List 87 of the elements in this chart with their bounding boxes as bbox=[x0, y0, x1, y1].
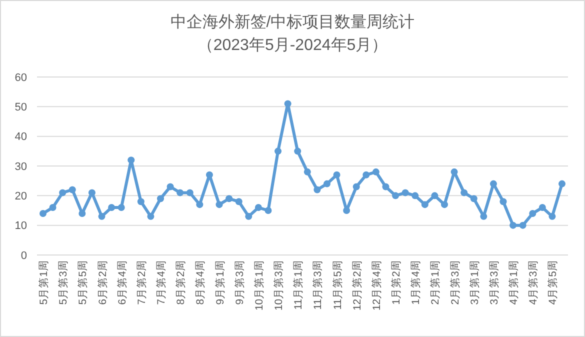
point bbox=[137, 198, 144, 206]
point bbox=[284, 100, 292, 108]
point bbox=[166, 183, 174, 190]
x-tick-label: 6月第4周 bbox=[116, 260, 128, 305]
point bbox=[206, 171, 213, 178]
x-tick-label: 2月第1周 bbox=[430, 260, 442, 305]
point bbox=[235, 198, 242, 206]
point bbox=[254, 204, 262, 212]
x-tick-label: 9月第3周 bbox=[234, 260, 246, 305]
point bbox=[226, 195, 233, 202]
point bbox=[186, 189, 194, 196]
x-tick-label: 12月第4周 bbox=[370, 260, 383, 311]
x-tick-label: 11月第1周 bbox=[292, 260, 305, 310]
point bbox=[412, 192, 419, 200]
y-tick-label: 60 bbox=[14, 72, 27, 84]
x-tick-label: 2月第3周 bbox=[449, 260, 462, 305]
point bbox=[245, 212, 252, 220]
point bbox=[40, 210, 46, 217]
point bbox=[314, 186, 321, 194]
point bbox=[548, 212, 556, 220]
point bbox=[59, 189, 66, 196]
point bbox=[68, 186, 76, 194]
y-tick-label: 30 bbox=[14, 160, 27, 173]
point bbox=[118, 204, 125, 212]
point bbox=[98, 212, 106, 220]
point bbox=[264, 207, 272, 214]
point bbox=[323, 180, 330, 188]
point bbox=[490, 180, 497, 188]
x-tick-label: 4月第3周 bbox=[528, 260, 540, 305]
point bbox=[392, 192, 400, 200]
point bbox=[510, 222, 517, 229]
point bbox=[372, 168, 380, 176]
x-tick-label: 1月第4周 bbox=[410, 260, 422, 305]
point bbox=[529, 210, 536, 217]
x-tick-label: 5月第1周 bbox=[38, 260, 50, 305]
x-tick-label: 6月第2周 bbox=[96, 260, 109, 305]
x-tick-label: 4月第1周 bbox=[508, 260, 520, 305]
point bbox=[294, 148, 302, 155]
point bbox=[274, 148, 282, 155]
point bbox=[460, 189, 468, 196]
x-tick-label: 1月第2周 bbox=[390, 260, 403, 305]
point bbox=[362, 171, 370, 178]
point bbox=[196, 201, 204, 208]
point bbox=[558, 180, 566, 188]
x-tick-label: 10月第1周 bbox=[253, 260, 266, 311]
point bbox=[440, 201, 448, 208]
x-tick-label: 5月第3周 bbox=[58, 260, 70, 305]
x-tick-label: 4月第5周 bbox=[547, 260, 560, 305]
point bbox=[352, 183, 360, 190]
point bbox=[343, 207, 350, 214]
x-tick-label: 9月第1周 bbox=[214, 260, 226, 305]
x-tick-label: 12月第2周 bbox=[351, 260, 364, 311]
x-tick-label: 8月第2周 bbox=[175, 260, 188, 305]
point bbox=[176, 189, 184, 196]
point bbox=[216, 201, 223, 208]
x-tick-label: 11月第3周 bbox=[312, 260, 324, 310]
y-tick-label: 40 bbox=[14, 131, 27, 144]
point bbox=[431, 192, 438, 200]
point bbox=[333, 171, 340, 178]
point bbox=[382, 183, 390, 190]
chart-title: 中企海外新签/中标项目数量周统计 bbox=[170, 13, 415, 31]
point bbox=[49, 204, 56, 212]
x-tick-label: 3月第1周 bbox=[468, 260, 481, 305]
x-tick-label: 7月第2周 bbox=[136, 260, 148, 305]
point bbox=[402, 189, 409, 196]
point bbox=[128, 156, 135, 164]
point bbox=[157, 195, 164, 202]
x-tick-label: 8月第4周 bbox=[194, 260, 207, 305]
point bbox=[147, 212, 154, 220]
x-tick-label: 7月第4周 bbox=[156, 260, 168, 305]
point bbox=[519, 222, 526, 229]
point bbox=[421, 201, 428, 208]
y-tick-label: 0 bbox=[20, 250, 27, 262]
point bbox=[450, 168, 458, 176]
point bbox=[304, 168, 311, 176]
y-tick-label: 10 bbox=[14, 220, 27, 232]
x-tick-label: 11月第5周 bbox=[332, 260, 344, 310]
x-tick-label: 10月第3周 bbox=[273, 260, 286, 311]
x-tick-label: 3月第3周 bbox=[488, 260, 500, 305]
point bbox=[108, 204, 116, 212]
y-tick-label: 50 bbox=[14, 102, 27, 114]
point bbox=[470, 195, 478, 202]
point bbox=[500, 198, 507, 206]
x-tick-label: 5月第5周 bbox=[77, 260, 90, 305]
y-tick-label: 20 bbox=[14, 190, 27, 203]
chart-subtitle: （2023年5月-2024年5月） bbox=[197, 37, 388, 54]
point bbox=[538, 204, 546, 212]
